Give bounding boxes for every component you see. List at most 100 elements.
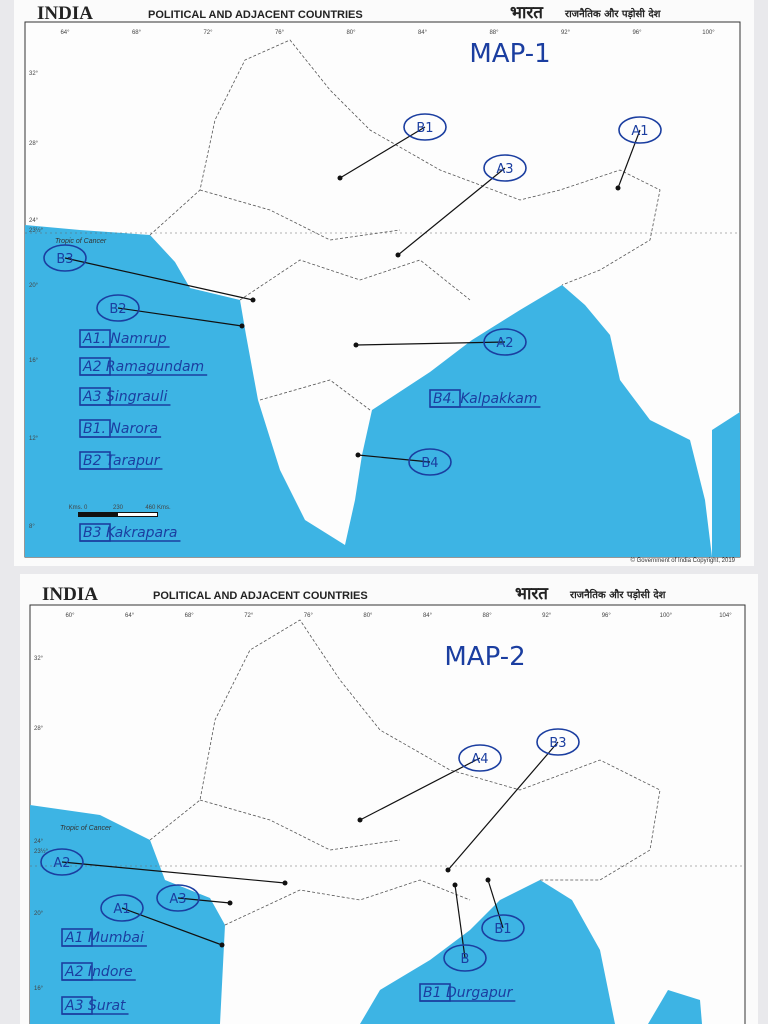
location-dot (219, 942, 225, 948)
scale-label: 230 (113, 505, 124, 511)
marker-ellipse (458, 744, 502, 772)
marker-label: A3 (496, 162, 513, 177)
longitude-label: 92° (561, 30, 571, 36)
marker-label: B (461, 952, 470, 967)
state-border (199, 189, 471, 411)
latitude-label: 24° (34, 839, 44, 845)
marker-label: A1 (631, 124, 648, 139)
map-sheet-2 (20, 574, 758, 1024)
longitude-label: 84° (423, 613, 433, 619)
marker-ellipse (483, 154, 527, 182)
longitude-label: 88° (483, 613, 493, 619)
location-dot (355, 452, 361, 458)
latitude-label: 8° (29, 524, 35, 530)
longitude-label: 68° (132, 30, 142, 36)
copyright: © Government of India Copyright, 2019 (631, 557, 736, 564)
latitude-label: 32° (29, 71, 39, 77)
legend-entry: A3 Surat (64, 998, 126, 1014)
map-label: MAP-2 (444, 642, 525, 672)
latitude-label: 24° (29, 218, 39, 224)
map-subtitle: POLITICAL AND ADJACENT COUNTRIES (148, 9, 363, 21)
marker-label: B3 (56, 252, 73, 267)
location-dot (452, 882, 458, 888)
leader-line (617, 129, 641, 189)
longitude-label: 68° (185, 613, 195, 619)
marker-label: B2 (109, 302, 126, 317)
legend-entry: B2 Tarapur (83, 453, 161, 469)
longitude-label: 100° (660, 613, 673, 619)
map-title: INDIA (42, 584, 98, 605)
longitude-label: 76° (275, 30, 285, 36)
longitude-label: 60° (65, 613, 75, 619)
legend-entry: A1 Mumbai (64, 930, 144, 946)
longitude-label: 104° (719, 613, 732, 619)
map-subtitle: POLITICAL AND ADJACENT COUNTRIES (153, 590, 368, 602)
legend-entry: A2 Indore (64, 964, 133, 980)
longitude-label: 64° (125, 613, 135, 619)
marker-ellipse (483, 328, 527, 356)
marker-ellipse (100, 894, 144, 922)
longitude-label: 72° (203, 30, 213, 36)
location-dot (485, 877, 491, 883)
country-border (149, 39, 661, 286)
location-dot (250, 297, 256, 303)
marker-label: B4 (421, 456, 438, 471)
map-sheet-1 (14, 0, 754, 566)
arabian-sea (25, 225, 345, 557)
marker-ellipse (96, 294, 140, 322)
location-dot (357, 817, 363, 823)
bay-of-bengal (360, 880, 615, 1024)
legend-entry: B1. Narora (83, 421, 158, 437)
scale-label: Kms. 0 (69, 505, 88, 511)
hindi-subtitle: राजनैतिक और पड़ोसी देश (569, 588, 667, 601)
leader-line (339, 126, 426, 179)
latitude-label: 16° (34, 986, 44, 992)
longitude-label: 80° (363, 613, 373, 619)
bay-of-bengal (345, 285, 712, 557)
marker-label: A3 (169, 892, 186, 907)
map-title: INDIA (37, 3, 93, 24)
arabian-sea (30, 805, 225, 1024)
leader-line (359, 757, 481, 821)
latitude-label: 23½° (29, 227, 44, 234)
marker-label: B1 (416, 121, 433, 136)
longitude-label: 100° (702, 30, 715, 36)
longitude-label: 88° (489, 30, 499, 36)
marker-label: A1 (113, 902, 130, 917)
location-dot (227, 900, 233, 906)
longitude-label: 96° (632, 30, 642, 36)
location-dot (353, 342, 359, 348)
longitude-label: 84° (418, 30, 428, 36)
longitude-label: 96° (602, 613, 612, 619)
legend-entry: B3 Kakrapara (83, 525, 177, 541)
hindi-subtitle: राजनैतिक और पड़ोसी देश (564, 7, 662, 20)
location-dot (615, 185, 621, 191)
marker-ellipse (618, 116, 662, 144)
latitude-label: 20° (29, 283, 39, 289)
tropic-label: Tropic of Cancer (60, 825, 112, 832)
latitude-label: 28° (34, 726, 44, 732)
marker-label: B1 (494, 922, 511, 937)
location-dot (395, 252, 401, 258)
legend-entry: B1 Durgapur (423, 985, 514, 1001)
marker-label: A4 (471, 752, 488, 767)
state-border (199, 799, 471, 926)
longitude-label: 72° (244, 613, 254, 619)
location-dot (282, 880, 288, 886)
latitude-label: 32° (34, 656, 44, 662)
marker-ellipse (156, 884, 200, 912)
latitude-label: 16° (29, 358, 39, 364)
leader-line (487, 879, 504, 929)
leader-line (357, 454, 431, 463)
andaman-sea (648, 990, 702, 1024)
marker-label: A2 (496, 336, 513, 351)
location-dot (239, 323, 245, 329)
leader-line (61, 861, 286, 884)
tropic-label: Tropic of Cancer (55, 238, 107, 245)
marker-label: B3 (549, 736, 566, 751)
longitude-label: 64° (60, 30, 70, 36)
marker-ellipse (536, 728, 580, 756)
marker-ellipse (481, 914, 525, 942)
scale-bar-half (118, 513, 157, 516)
